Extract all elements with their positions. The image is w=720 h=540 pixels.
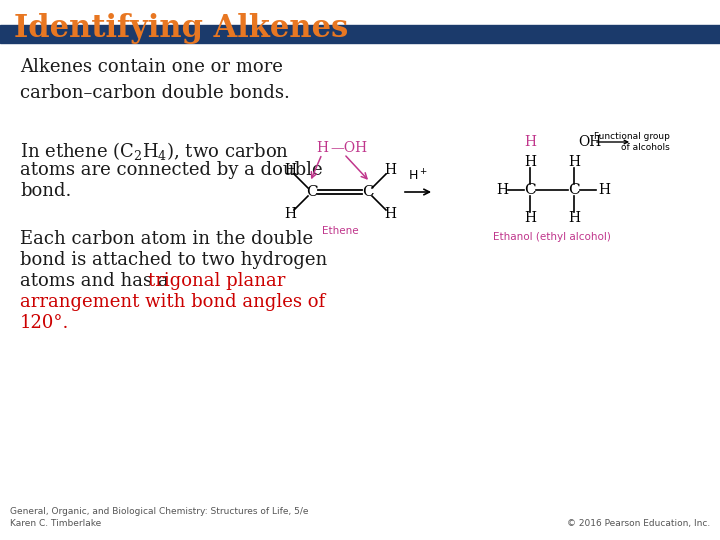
- Text: $\mathregular{H^+}$: $\mathregular{H^+}$: [408, 168, 428, 184]
- Text: C: C: [524, 183, 536, 197]
- Text: H: H: [496, 183, 508, 197]
- Text: H: H: [316, 141, 328, 155]
- Text: arrangement with bond angles of: arrangement with bond angles of: [20, 293, 325, 311]
- Text: atoms are connected by a double: atoms are connected by a double: [20, 161, 323, 179]
- Text: General, Organic, and Biological Chemistry: Structures of Life, 5/e
Karen C. Tim: General, Organic, and Biological Chemist…: [10, 507, 308, 528]
- Text: Each carbon atom in the double: Each carbon atom in the double: [20, 230, 313, 248]
- Text: H: H: [568, 211, 580, 225]
- Text: Functional group
of alcohols: Functional group of alcohols: [594, 132, 670, 152]
- Text: Ethene: Ethene: [322, 226, 359, 236]
- Text: H: H: [284, 163, 296, 177]
- Text: C: C: [307, 185, 318, 199]
- Text: bond.: bond.: [20, 182, 71, 200]
- Text: bond is attached to two hydrogen: bond is attached to two hydrogen: [20, 251, 328, 269]
- Text: atoms and has a: atoms and has a: [20, 272, 174, 290]
- Text: © 2016 Pearson Education, Inc.: © 2016 Pearson Education, Inc.: [567, 519, 710, 528]
- Text: 120°.: 120°.: [20, 314, 69, 332]
- Text: H: H: [568, 155, 580, 169]
- Text: H: H: [524, 211, 536, 225]
- Text: H: H: [384, 207, 396, 221]
- Text: Identifying Alkenes: Identifying Alkenes: [14, 13, 348, 44]
- Text: H: H: [524, 155, 536, 169]
- Text: C: C: [568, 183, 580, 197]
- Text: H: H: [284, 207, 296, 221]
- Text: OH: OH: [578, 135, 601, 149]
- Text: Ethanol (ethyl alcohol): Ethanol (ethyl alcohol): [493, 232, 611, 242]
- Text: In ethene ($\mathregular{C_2H_4}$), two carbon: In ethene ($\mathregular{C_2H_4}$), two …: [20, 140, 289, 162]
- Text: trigonal planar: trigonal planar: [148, 272, 285, 290]
- Text: H: H: [598, 183, 610, 197]
- Text: C: C: [362, 185, 374, 199]
- Bar: [0, 25, 720, 43]
- Text: Alkenes contain one or more
carbon–carbon double bonds.: Alkenes contain one or more carbon–carbo…: [20, 58, 290, 102]
- Text: H: H: [384, 163, 396, 177]
- Text: H: H: [524, 135, 536, 149]
- Text: —OH: —OH: [330, 141, 367, 155]
